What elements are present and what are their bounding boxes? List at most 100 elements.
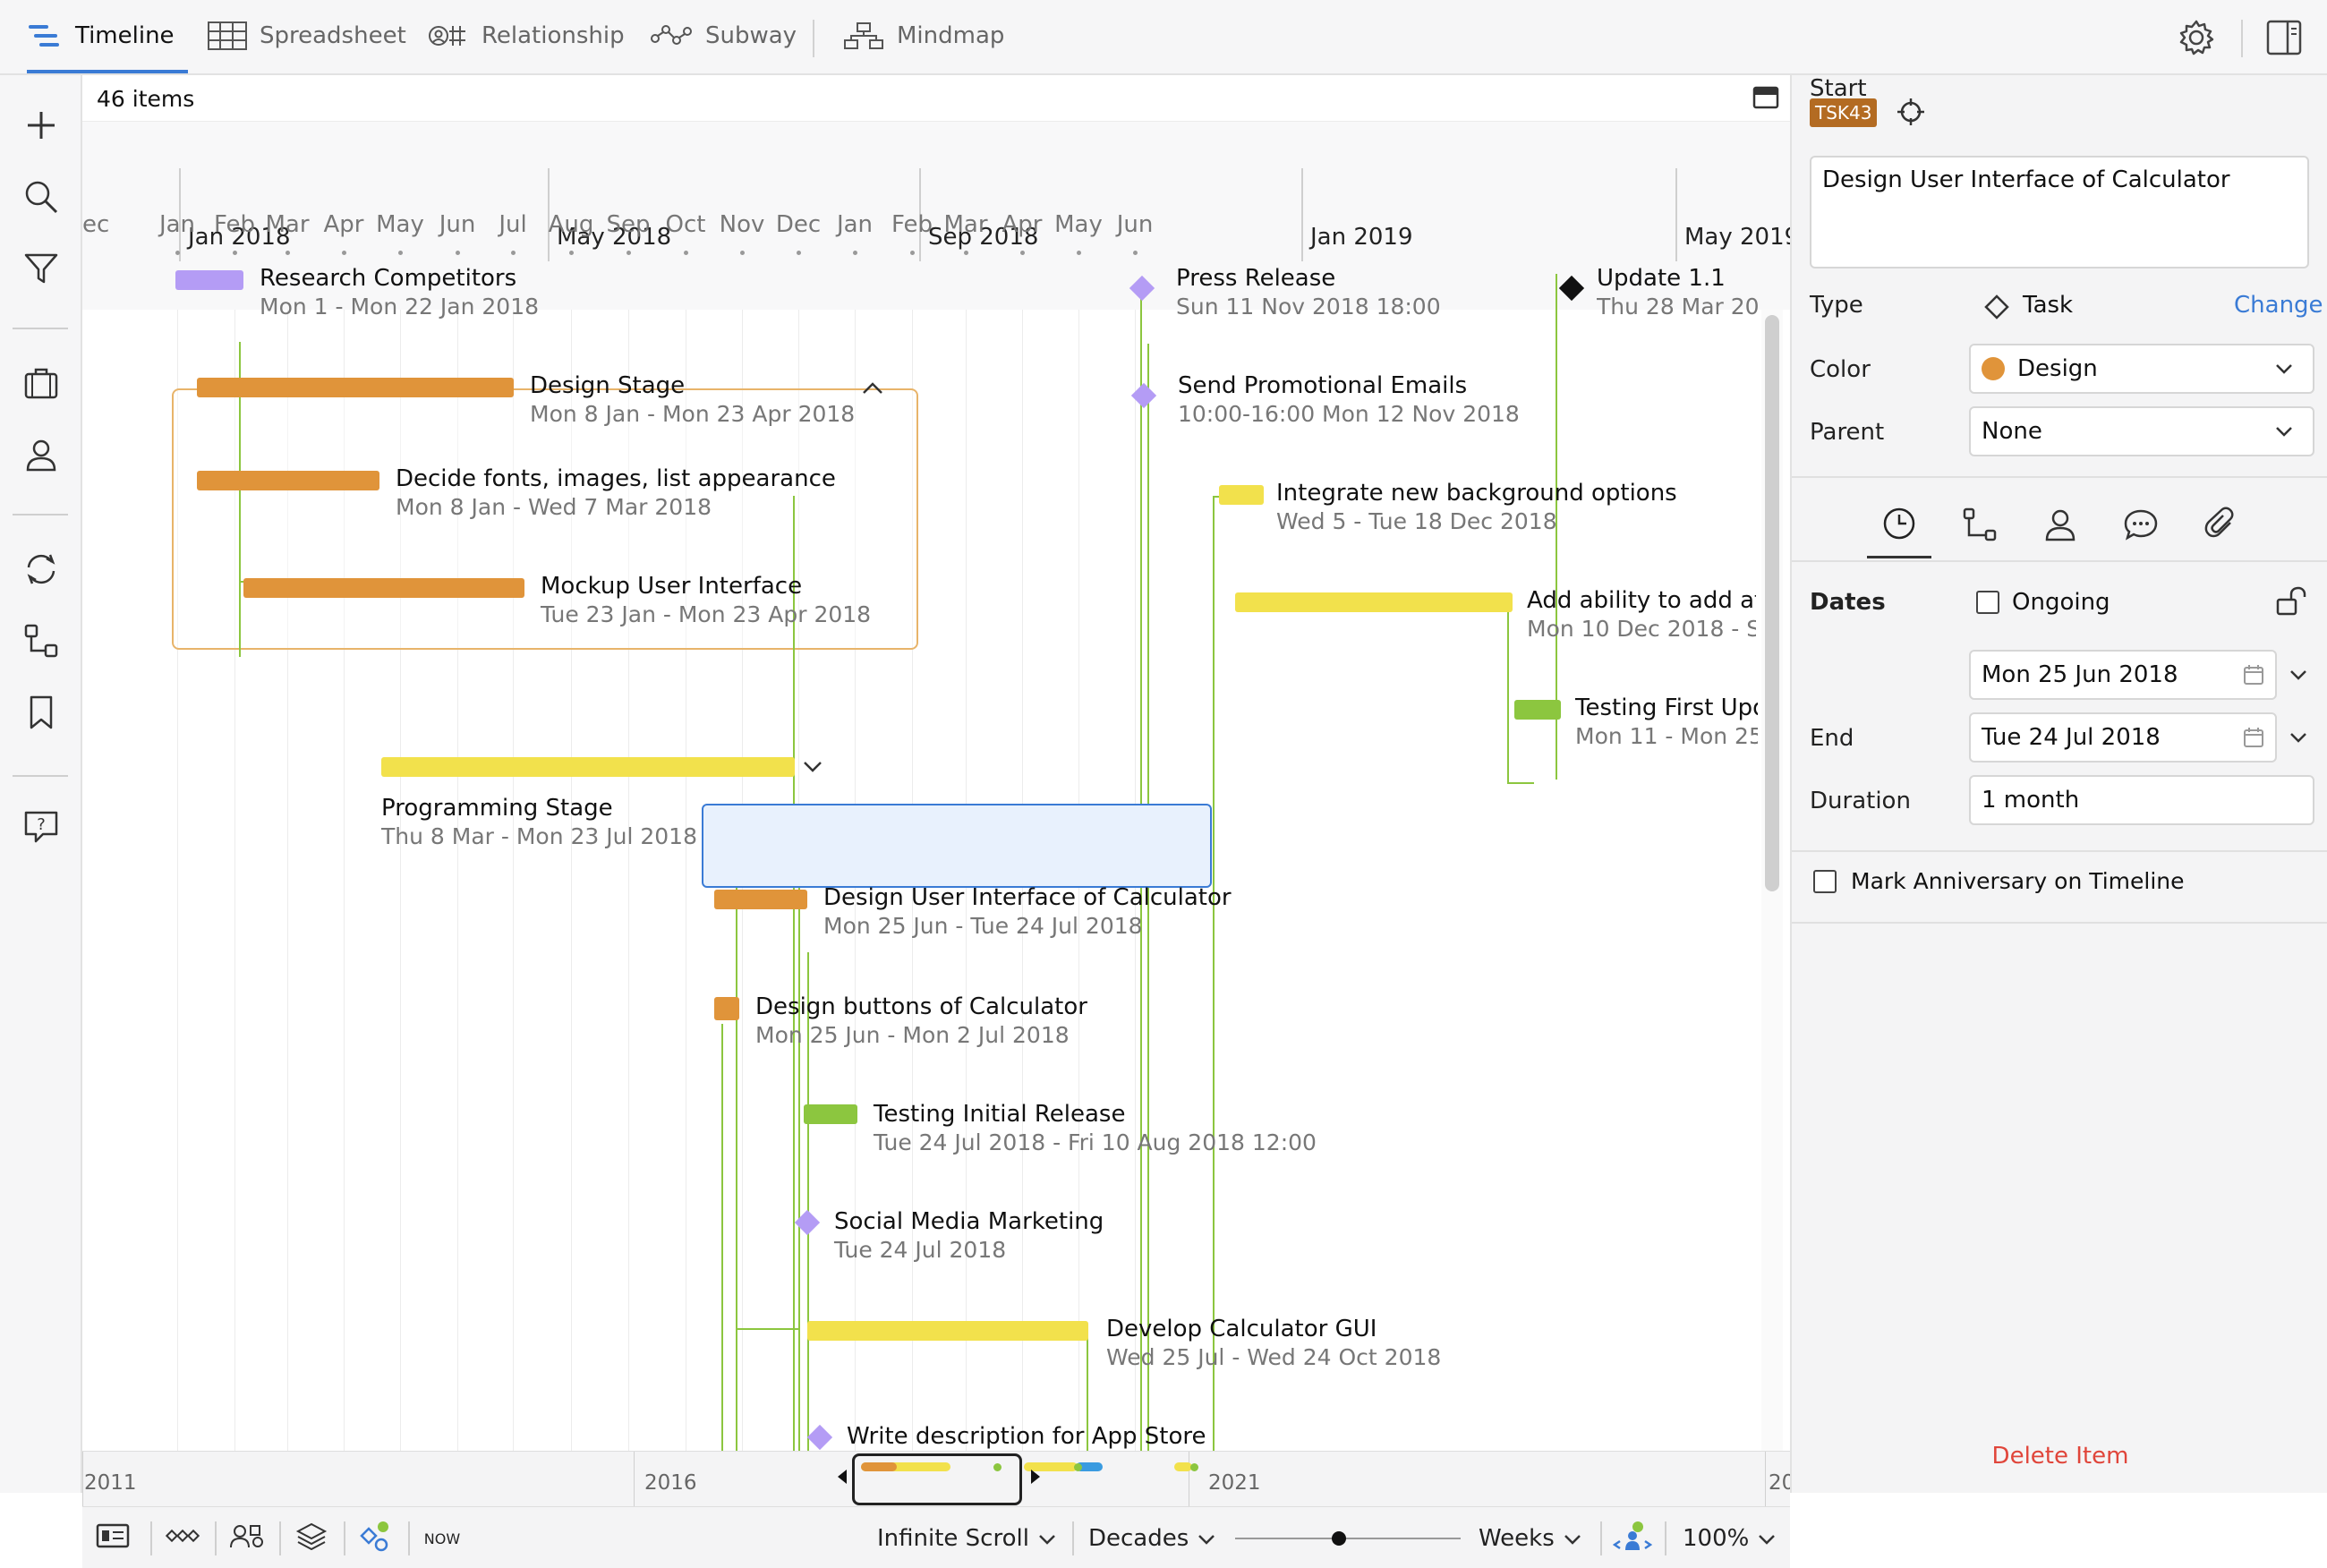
caret-right-icon[interactable] xyxy=(1029,1468,1042,1489)
zoom-slider-thumb[interactable] xyxy=(1332,1531,1346,1546)
add-item-button[interactable] xyxy=(16,102,66,152)
tab-relationship[interactable]: Relationship xyxy=(428,0,625,72)
start-date-field[interactable]: Mon 25 Jun 2018 xyxy=(1969,650,2277,700)
timeline-navigator[interactable]: 2011 2016 2021 20 xyxy=(82,1451,1794,1507)
task-bar-design-buttons[interactable] xyxy=(714,997,739,1020)
color-select[interactable]: Design xyxy=(1969,344,2314,394)
tab-dependencies[interactable] xyxy=(1948,494,2012,558)
tab-timeline[interactable]: Timeline xyxy=(27,0,188,73)
end-date-field[interactable]: Tue 24 Jul 2018 xyxy=(1969,712,2277,763)
scroll-mode-dropdown[interactable]: Infinite Scroll xyxy=(877,1516,1056,1561)
task-bar-background-options[interactable] xyxy=(1219,485,1264,505)
timeline-view[interactable]: 46 items Jan 2018 May 2018 Sep 2018 Jan … xyxy=(82,75,1799,1568)
ruler-month-label: Jan xyxy=(836,211,874,238)
item-title-textarea[interactable]: Design User Interface of Calculator xyxy=(1810,156,2309,268)
sync-button[interactable] xyxy=(16,546,66,596)
projects-button[interactable] xyxy=(16,360,66,410)
ruler-major-label: May 2018 xyxy=(557,224,672,251)
task-title: Research Competitors xyxy=(260,265,517,292)
caret-left-icon[interactable] xyxy=(836,1468,848,1489)
unlock-icon[interactable] xyxy=(2275,585,2307,621)
now-button[interactable]: NOW xyxy=(415,1516,469,1561)
tab-spreadsheet[interactable]: Spreadsheet xyxy=(208,0,406,72)
ruler-month-label: Nov xyxy=(719,211,765,238)
dependencies-toggle[interactable] xyxy=(158,1516,208,1561)
subway-icon xyxy=(650,22,693,49)
layers-toggle[interactable] xyxy=(286,1516,337,1561)
chevron-down-icon xyxy=(2273,358,2295,386)
task-bar-develop-gui[interactable] xyxy=(807,1321,1088,1341)
bookmarks-button[interactable] xyxy=(16,689,66,739)
ruler-major-label: Jan 2019 xyxy=(1310,224,1413,251)
task-bar-add-attachments[interactable] xyxy=(1235,592,1513,612)
calendar-icon[interactable] xyxy=(2243,727,2264,754)
task-bar-mockup[interactable] xyxy=(243,578,524,598)
dependencies-button[interactable] xyxy=(16,618,66,668)
people-button[interactable] xyxy=(16,431,66,481)
navigator-viewport-handle[interactable] xyxy=(852,1453,1022,1505)
tab-dates[interactable] xyxy=(1867,494,1931,558)
locate-crosshair-icon[interactable] xyxy=(1896,97,1926,131)
ongoing-checkbox[interactable] xyxy=(1976,591,1999,614)
parent-select[interactable]: None xyxy=(1969,406,2314,456)
vertical-scrollbar-thumb[interactable] xyxy=(1765,315,1779,891)
settings-gear-icon[interactable] xyxy=(2177,18,2216,57)
navigator-dot xyxy=(993,1463,1002,1471)
plus-icon xyxy=(25,109,57,145)
help-button[interactable]: ? xyxy=(16,804,66,854)
collapse-group-icon[interactable] xyxy=(861,379,884,401)
task-bar-design-stage[interactable] xyxy=(197,378,514,397)
end-label: End xyxy=(1810,725,1854,752)
toolbar-divider xyxy=(1072,1521,1074,1555)
search-button[interactable] xyxy=(16,174,66,224)
tab-people[interactable] xyxy=(2028,494,2093,558)
task-dates: Thu 8 Mar - Mon 23 Jul 2018 xyxy=(381,823,697,849)
task-bar-decide-fonts[interactable] xyxy=(197,471,379,490)
major-scale-dropdown[interactable]: Decades xyxy=(1088,1516,1215,1561)
dependency-icon xyxy=(1962,507,1998,546)
ruler-month-dot xyxy=(910,251,915,255)
anniversary-checkbox[interactable] xyxy=(1813,870,1837,893)
filter-button[interactable] xyxy=(16,245,66,295)
task-bar-research-competitors[interactable] xyxy=(175,270,243,290)
duration-field[interactable]: 1 month xyxy=(1969,775,2314,825)
calendar-icon[interactable] xyxy=(2243,664,2264,692)
task-bar-testing-first-update[interactable] xyxy=(1514,700,1561,720)
task-title: Send Promotional Emails xyxy=(1178,372,1468,399)
task-title: Add ability to add attac xyxy=(1527,587,1756,614)
start-date-value: Mon 25 Jun 2018 xyxy=(1982,661,2178,688)
task-title: Press Release xyxy=(1176,265,1336,292)
task-title: Update 1.1 xyxy=(1597,265,1726,292)
view-switcher-bar: Timeline Spreadsheet Relationship Subway… xyxy=(0,0,2327,75)
people-filter-toggle[interactable] xyxy=(1607,1516,1658,1561)
tab-comments[interactable] xyxy=(2109,494,2173,558)
task-bar-programming-stage[interactable] xyxy=(381,757,795,777)
people-toggle[interactable] xyxy=(222,1516,272,1561)
layers-icon xyxy=(295,1521,328,1556)
selected-task-highlight[interactable] xyxy=(702,804,1212,888)
month-gridline xyxy=(344,310,345,1451)
minor-scale-dropdown[interactable]: Weeks xyxy=(1479,1516,1581,1561)
task-bar-design-ui-calculator[interactable] xyxy=(714,890,807,909)
tab-subway[interactable]: Subway xyxy=(650,0,797,72)
zoom-dropdown[interactable]: 100% xyxy=(1683,1516,1776,1561)
card-view-button[interactable] xyxy=(90,1516,136,1561)
colors-toggle[interactable] xyxy=(351,1516,401,1561)
milestone-app-store[interactable] xyxy=(806,1424,833,1451)
chevron-down-icon[interactable] xyxy=(2288,664,2309,689)
change-type-link[interactable]: Change xyxy=(2234,292,2323,319)
ruler-month-label: Sep xyxy=(606,211,651,238)
chevron-down-icon[interactable] xyxy=(2288,727,2309,752)
task-bar-testing-initial[interactable] xyxy=(804,1104,857,1124)
ruler-month-dot xyxy=(684,251,688,255)
ruler-major-label: May 2019 xyxy=(1684,224,1800,251)
dates-section-label: Dates xyxy=(1810,589,1886,616)
task-title: Programming Stage xyxy=(381,795,613,822)
expand-group-icon[interactable] xyxy=(802,759,823,779)
collapse-header-icon[interactable] xyxy=(1752,84,1779,115)
zoom-slider-track[interactable] xyxy=(1235,1538,1461,1539)
tab-mindmap[interactable]: Mindmap xyxy=(843,0,1004,72)
toggle-sidebar-icon[interactable] xyxy=(2266,20,2302,55)
tab-attachments[interactable] xyxy=(2189,494,2254,558)
delete-item-button[interactable]: Delete Item xyxy=(1991,1443,2129,1470)
